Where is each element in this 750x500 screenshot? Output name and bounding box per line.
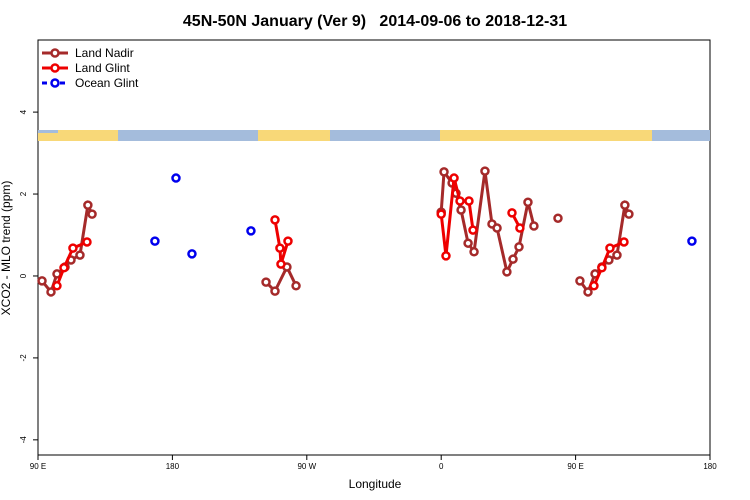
x-tick-label: 180 [703, 462, 717, 471]
data-point [59, 263, 69, 273]
series-line [264, 263, 298, 294]
data-point [553, 213, 563, 223]
data-point [468, 225, 478, 235]
data-point [583, 287, 593, 297]
data-point [68, 243, 78, 253]
data-point [620, 200, 630, 210]
data-point [523, 197, 533, 207]
legend-marker [50, 48, 60, 58]
y-tick-label: -4 [19, 436, 28, 444]
plot-frame [37, 39, 711, 456]
series-line [592, 240, 625, 287]
data-point [687, 236, 697, 246]
y-axis-label: XCO2 - MLO trend (ppm) [0, 181, 13, 316]
data-point [514, 242, 524, 252]
series-line [40, 200, 94, 296]
series-line [439, 177, 475, 257]
map-strip [38, 130, 710, 141]
x-tick-label: 0 [439, 462, 444, 471]
data-point [270, 286, 280, 296]
data-point [464, 196, 474, 206]
data-point [605, 243, 615, 253]
data-point [508, 254, 518, 264]
legend-marker [50, 63, 60, 73]
chart-title: 45N-50N January (Ver 9) 2014-09-06 to 20… [183, 13, 567, 30]
data-point [439, 167, 449, 177]
data-point [187, 249, 197, 259]
data-point [171, 173, 181, 183]
data-point [619, 237, 629, 247]
series-line [55, 240, 88, 287]
data-point [150, 236, 160, 246]
data-point [529, 221, 539, 231]
data-point [75, 250, 85, 260]
data-point [507, 208, 517, 218]
data-point [441, 251, 451, 261]
data-point [455, 196, 465, 206]
data-point [589, 281, 599, 291]
data-point [449, 173, 459, 183]
x-tick-label: 90 E [567, 462, 583, 471]
data-point [270, 215, 280, 225]
x-tick-label: 90 W [297, 462, 316, 471]
legend-label: Land Glint [75, 61, 130, 75]
data-point [275, 243, 285, 253]
y-tick-label: 0 [19, 273, 28, 278]
data-point [261, 277, 271, 287]
data-point [291, 281, 301, 291]
data-point [492, 223, 502, 233]
data-point [276, 259, 286, 269]
x-tick-label: 180 [166, 462, 180, 471]
data-point [82, 237, 92, 247]
series-line [578, 199, 631, 296]
data-point [283, 236, 293, 246]
y-tick-label: 4 [19, 109, 28, 114]
legend-label: Land Nadir [75, 46, 134, 60]
data-point [575, 276, 585, 286]
x-tick-label: 90 E [30, 462, 46, 471]
data-point [469, 247, 479, 257]
data-point [612, 250, 622, 260]
data-point [87, 209, 97, 219]
data-point [597, 263, 607, 273]
legend-label: Ocean Glint [75, 76, 139, 90]
data-point [463, 238, 473, 248]
data-point [46, 287, 56, 297]
y-tick-label: 2 [19, 191, 28, 196]
data-point [502, 267, 512, 277]
data-point [624, 209, 634, 219]
data-point [480, 166, 490, 176]
data-point [436, 209, 446, 219]
data-point [83, 200, 93, 210]
data-point [515, 223, 525, 233]
series-line [273, 219, 290, 265]
data-point [456, 205, 466, 215]
data-point [52, 281, 62, 291]
legend-marker [50, 78, 60, 88]
data-point [37, 276, 47, 286]
data-point [246, 226, 256, 236]
y-tick-label: -2 [19, 354, 28, 362]
x-axis-label: Longitude [349, 477, 402, 491]
